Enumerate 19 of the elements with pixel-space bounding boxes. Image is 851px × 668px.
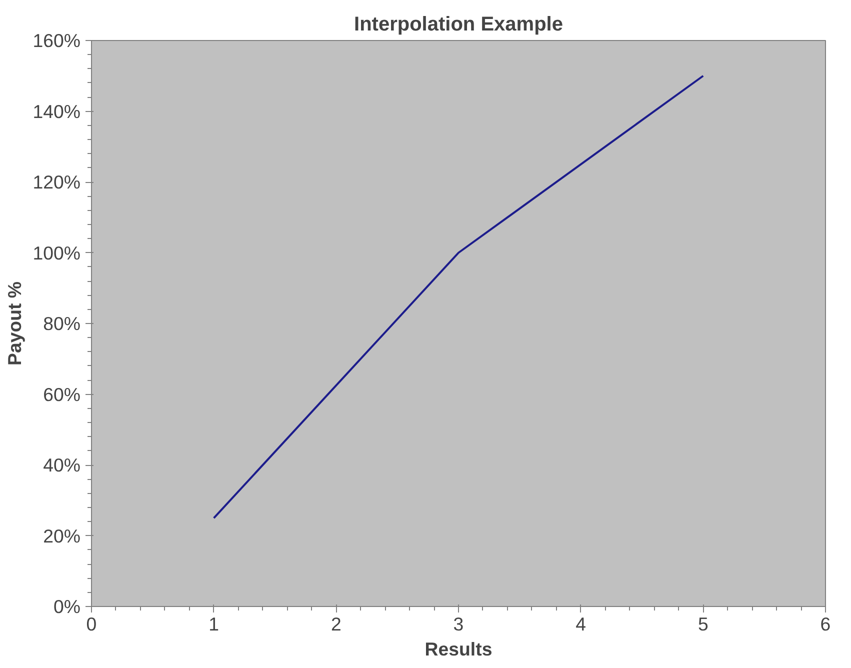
chart-title: Interpolation Example	[354, 14, 563, 36]
x-tick-label: 6	[820, 614, 831, 634]
y-tick-label: 0%	[54, 596, 81, 617]
y-tick-label: 160%	[32, 30, 81, 51]
x-tick-label: 0	[86, 614, 97, 634]
y-axis-title: Payout %	[4, 281, 25, 366]
y-tick-label: 100%	[32, 242, 81, 264]
x-axis-title: Results	[424, 638, 492, 660]
y-tick-label: 80%	[43, 313, 81, 334]
y-tick-label: 60%	[43, 384, 81, 405]
x-tick-label: 4	[576, 614, 586, 634]
y-tick-label: 120%	[32, 172, 81, 192]
y-tick-label: 40%	[43, 454, 81, 476]
y-tick-label: 140%	[32, 100, 81, 122]
x-tick-label: 3	[453, 614, 464, 634]
x-tick-label: 1	[208, 614, 220, 634]
x-tick-label: 2	[330, 614, 342, 634]
x-tick-label: 5	[698, 614, 708, 634]
y-tick-label: 20%	[43, 525, 81, 546]
